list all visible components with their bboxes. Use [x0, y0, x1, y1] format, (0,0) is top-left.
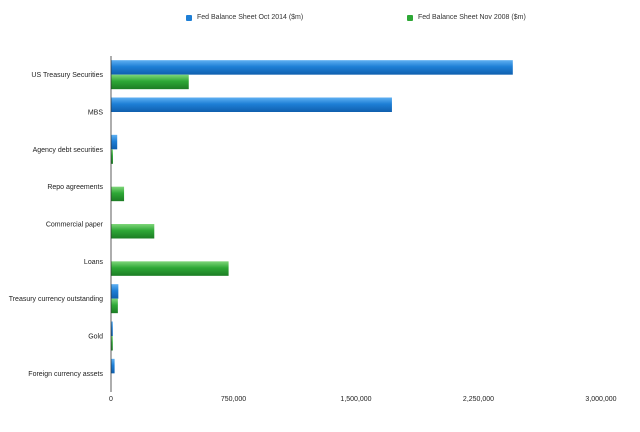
category-label-foreign-currency-assets: Foreign currency assets: [28, 371, 103, 378]
x-axis-tick-labels: 0 750,000 1,500,000 2,250,000 3,000,000: [109, 396, 617, 403]
legend-item-nov-2008: Fed Balance Sheet Nov 2008 ($m): [407, 14, 526, 21]
x-tick-label: 3,000,000: [585, 396, 616, 403]
legend-label-nov-2008: Fed Balance Sheet Nov 2008 ($m): [418, 14, 526, 21]
x-tick-label: 2,250,000: [463, 396, 494, 403]
category-label-gold: Gold: [88, 334, 103, 341]
bar-commercial-paper-nov-2008: [111, 224, 155, 239]
bar-treasury-currency-outstanding-oct-2014: [111, 284, 119, 299]
bar-agency-debt-securities-nov-2008: [111, 149, 113, 164]
category-label-repo-agreements: Repo agreements: [47, 184, 103, 191]
x-tick-label: 1,500,000: [340, 396, 371, 403]
bar-repo-agreements-nov-2008: [111, 186, 125, 202]
chart-legend: Fed Balance Sheet Oct 2014 ($m) Fed Bala…: [0, 14, 640, 28]
category-label-commercial-paper: Commercial paper: [46, 222, 104, 229]
legend-item-oct-2014: Fed Balance Sheet Oct 2014 ($m): [186, 14, 303, 21]
category-label-loans: Loans: [84, 259, 104, 266]
category-label-treasury-currency-outstanding: Treasury currency outstanding: [9, 296, 103, 303]
x-tick-label: 750,000: [221, 396, 246, 403]
legend-swatch-oct-2014: [186, 14, 192, 21]
bar-foreign-currency-assets-oct-2014: [111, 358, 115, 374]
bar-agency-debt-securities-oct-2014: [111, 134, 118, 150]
legend-swatch-nov-2008: [407, 14, 413, 21]
bars: [111, 60, 513, 374]
category-label-agency-debt-securities: Agency debt securities: [33, 147, 104, 154]
bar-gold-oct-2014: [111, 321, 113, 336]
bar-gold-nov-2008: [111, 336, 113, 351]
category-axis-labels: US Treasury Securities MBS Agency debt sec…: [9, 72, 104, 378]
bar-us-treasury-securities-oct-2014: [111, 60, 513, 75]
x-tick-label: 0: [109, 396, 113, 403]
category-label-us-treasury-securities: US Treasury Securities: [31, 72, 103, 79]
bar-us-treasury-securities-nov-2008: [111, 74, 189, 90]
legend-label-oct-2014: Fed Balance Sheet Oct 2014 ($m): [197, 14, 304, 21]
category-label-mbs: MBS: [88, 110, 104, 117]
bar-treasury-currency-outstanding-nov-2008: [111, 298, 118, 314]
bar-loans-nov-2008: [111, 261, 229, 276]
bar-mbs-oct-2014: [111, 97, 392, 112]
